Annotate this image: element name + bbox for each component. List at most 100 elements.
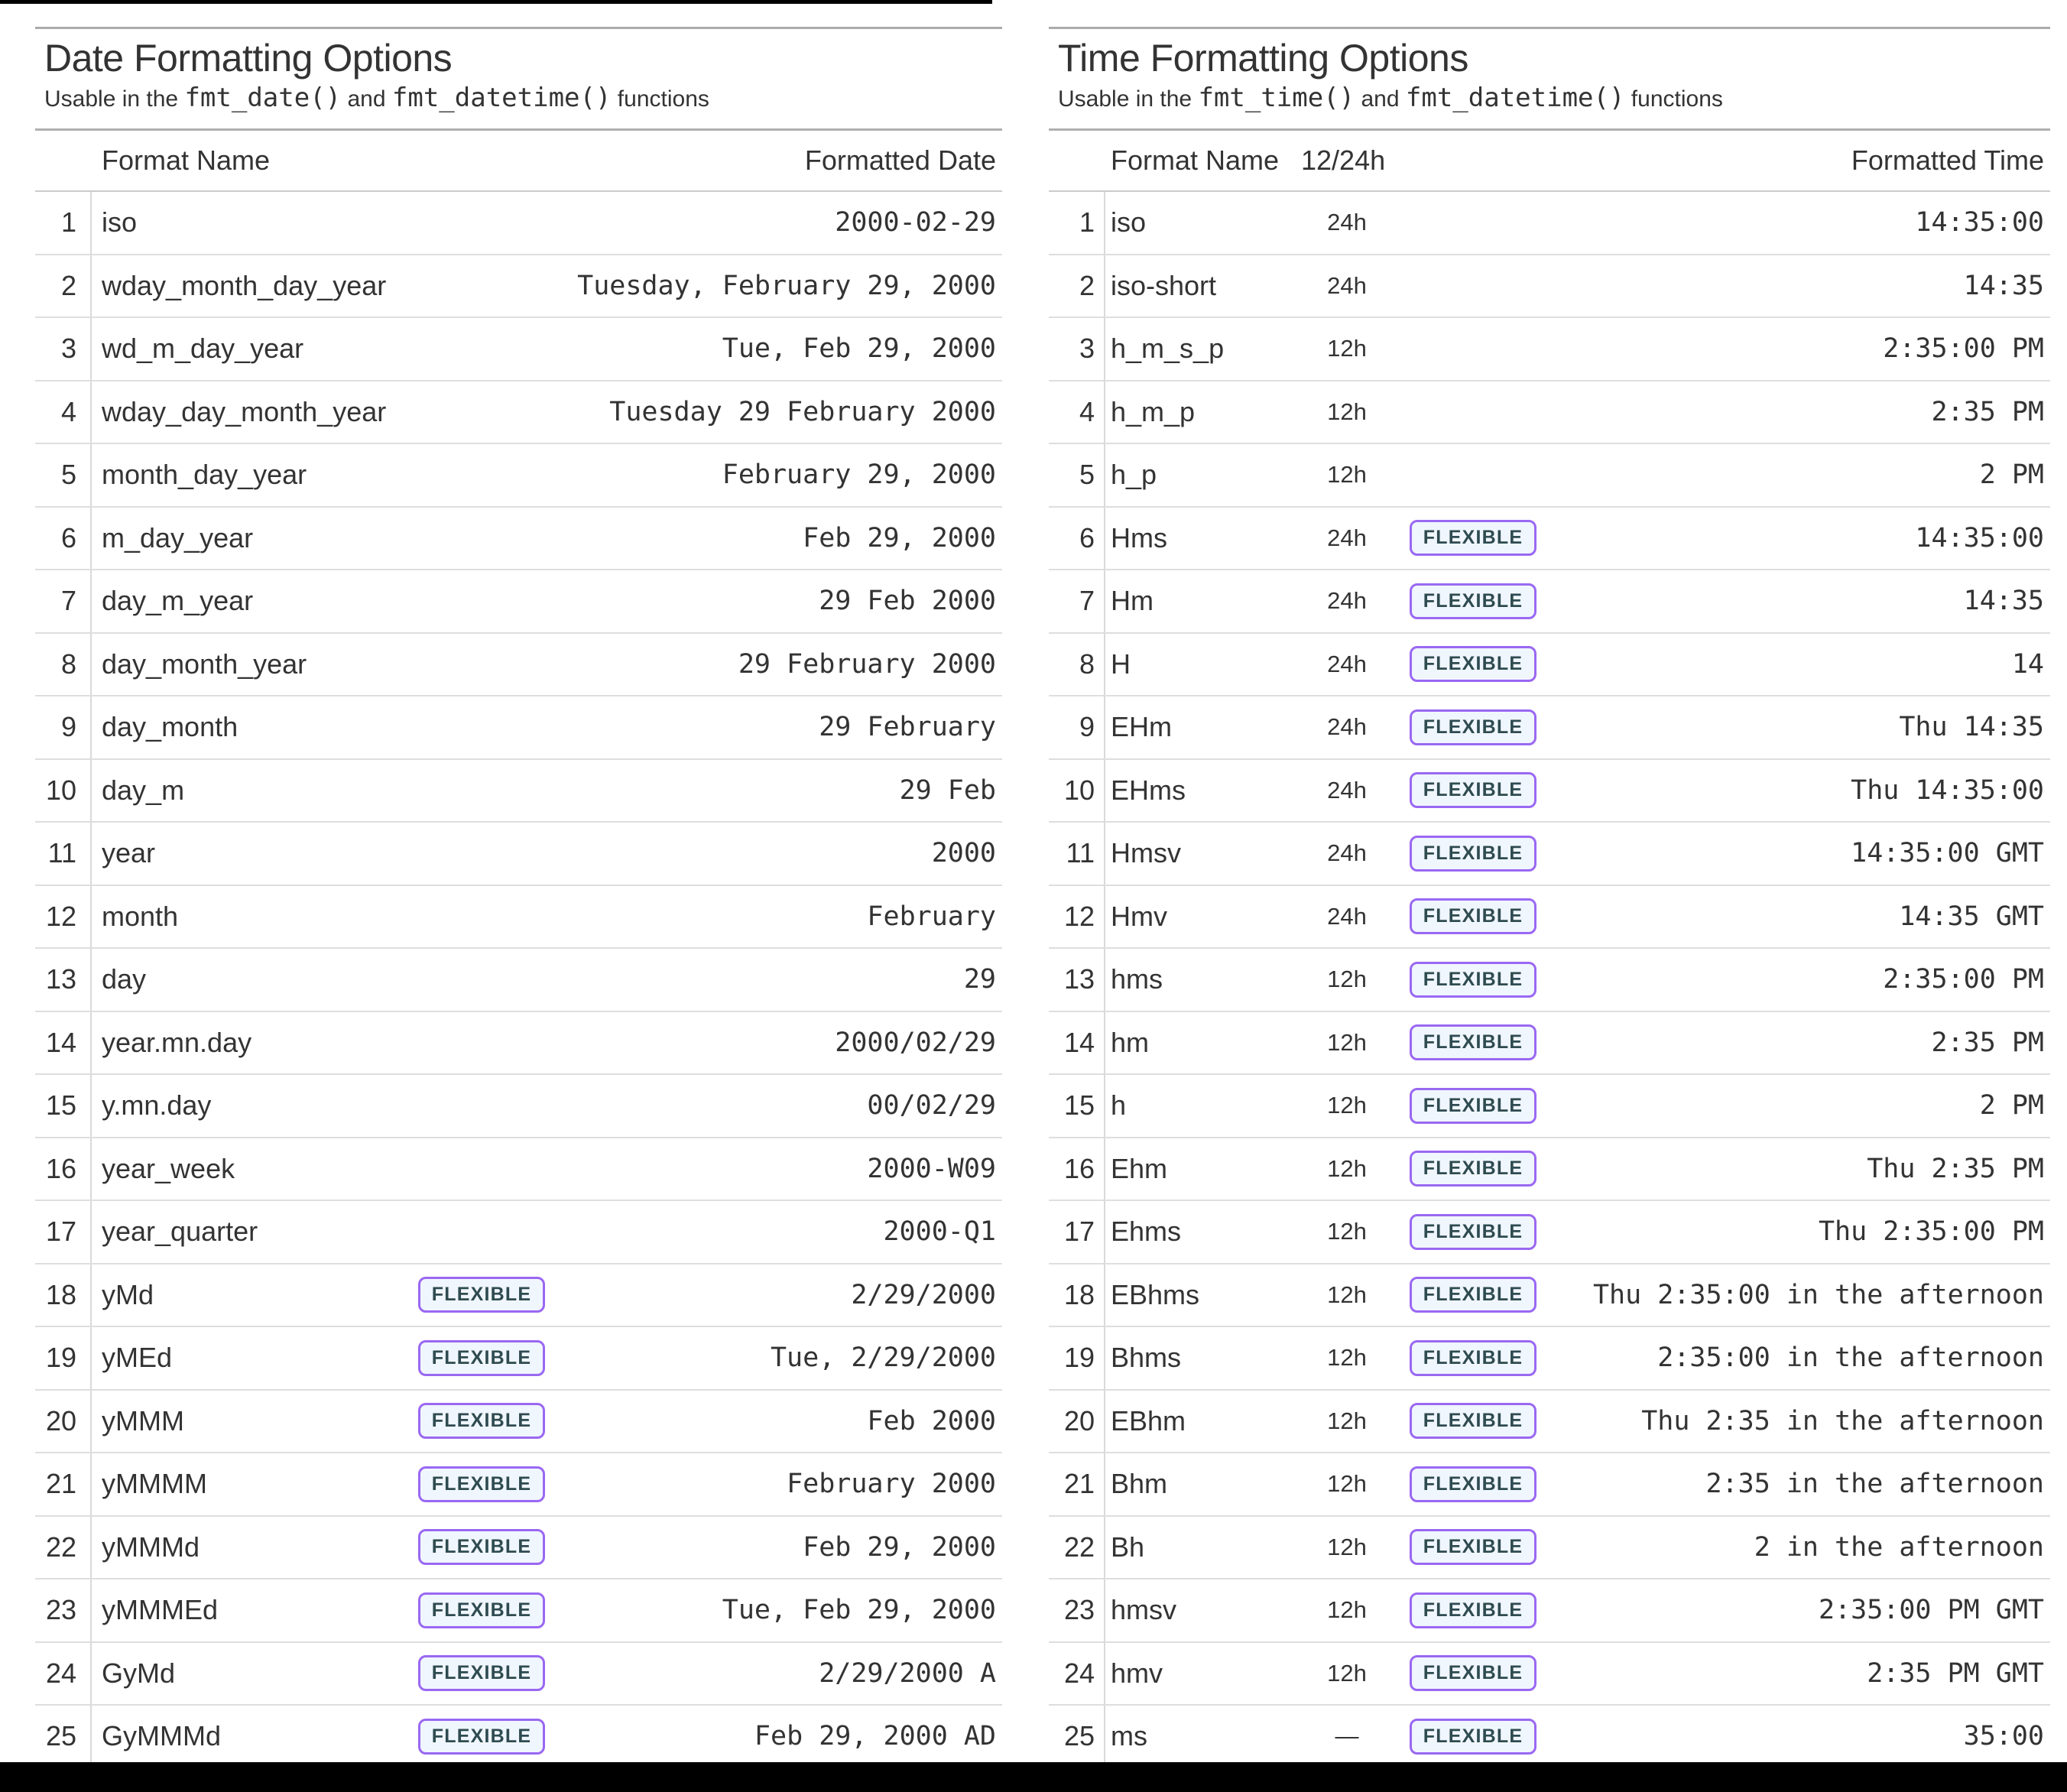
flexible-badge: FLEXIBLE <box>1409 835 1537 872</box>
format-name: year.mn.day <box>102 1026 252 1058</box>
row-number: 4 <box>35 381 92 443</box>
row-number: 2 <box>1049 255 1105 317</box>
table-row: 18 EBhms 12h FLEXIBLE Thu 2:35:00 in the aft… <box>1049 1264 2050 1327</box>
formatted-time: Thu 14:35 <box>1899 712 2044 743</box>
format-name: EBhms <box>1111 1278 1200 1310</box>
format-name: Ehm <box>1111 1152 1168 1184</box>
formatted-date: Feb 29, 2000 AD <box>754 1721 996 1752</box>
subtitle-text: Usable in the <box>1058 86 1199 112</box>
formatted-date: February <box>867 901 996 932</box>
date-table-body: 1 iso 2000-02-29 2 wday_month_day_year Tuesda… <box>35 192 1002 1769</box>
formatted-date: 2000/02/29 <box>835 1027 996 1058</box>
row-number: 15 <box>1049 1075 1105 1137</box>
row-number-header-spacer <box>35 131 92 190</box>
table-row: 19 yMEd FLEXIBLE Tue, 2/29/2000 <box>35 1327 1002 1391</box>
format-name: hmv <box>1111 1657 1163 1689</box>
format-name: day_month_year <box>102 648 307 680</box>
flexible-badge: FLEXIBLE <box>1409 1466 1537 1502</box>
badge-cell: FLEXIBLE <box>1393 898 1553 935</box>
column-header-hours-cycle: 12/24h <box>1301 144 1386 176</box>
formatted-time: 35:00 <box>1963 1721 2044 1752</box>
flexible-badge: FLEXIBLE <box>1409 646 1537 683</box>
flexible-badge: FLEXIBLE <box>417 1655 546 1692</box>
row-number: 19 <box>1049 1327 1105 1389</box>
format-name: iso-short <box>1111 269 1217 301</box>
hours-cycle: 12h <box>1327 335 1367 362</box>
table-row: 3 wd_m_day_year Tue, Feb 29, 2000 <box>35 318 1002 381</box>
badge-cell: FLEXIBLE <box>398 1403 566 1440</box>
subtitle-text: functions <box>611 86 709 112</box>
format-name: hm <box>1111 1026 1150 1058</box>
format-name: H <box>1111 648 1131 680</box>
hours-cycle: 12h <box>1327 1470 1367 1498</box>
badge-cell: FLEXIBLE <box>398 1339 566 1376</box>
hours-cycle: 24h <box>1327 650 1367 677</box>
row-number: 14 <box>35 1011 92 1073</box>
time-table-title: Time Formatting Options <box>1058 37 1468 80</box>
table-row: 25 GyMMMd FLEXIBLE Feb 29, 2000 AD <box>35 1706 1002 1769</box>
format-name: month_day_year <box>102 459 307 491</box>
hours-cycle: — <box>1335 1722 1359 1750</box>
flexible-badge: FLEXIBLE <box>1409 709 1537 745</box>
flexible-badge: FLEXIBLE <box>1409 520 1537 557</box>
formatted-time: Thu 2:35 PM <box>1867 1153 2044 1184</box>
format-name: EBhm <box>1111 1404 1186 1437</box>
format-name: year <box>102 837 156 869</box>
row-number: 7 <box>1049 570 1105 632</box>
formatted-date: Tue, 2/29/2000 <box>770 1342 996 1374</box>
letterbox-top-bar <box>0 0 992 4</box>
format-name: Hmv <box>1111 900 1167 932</box>
format-name: Ehms <box>1111 1216 1182 1248</box>
formatted-date: 2000-02-29 <box>835 207 996 239</box>
table-row: 25 ms — FLEXIBLE 35:00 <box>1049 1706 2050 1769</box>
row-number: 2 <box>35 255 92 317</box>
badge-cell: FLEXIBLE <box>1393 1024 1553 1061</box>
row-number: 11 <box>35 823 92 885</box>
table-row: 6 Hms 24h FLEXIBLE 14:35:00 <box>1049 507 2050 570</box>
hours-cycle: 24h <box>1327 524 1367 551</box>
formatted-date: Tue, Feb 29, 2000 <box>722 333 996 365</box>
row-number: 16 <box>1049 1138 1105 1200</box>
format-name: wd_m_day_year <box>102 333 304 365</box>
badge-cell: FLEXIBLE <box>398 1466 566 1502</box>
row-number: 17 <box>1049 1201 1105 1263</box>
formatted-time: 2:35 PM <box>1931 1027 2044 1058</box>
formatted-date: 2/29/2000 A <box>819 1657 996 1689</box>
badge-cell: FLEXIBLE <box>1393 1403 1553 1440</box>
subtitle-text: Usable in the <box>44 86 185 112</box>
table-row: 10 EHms 24h FLEXIBLE Thu 14:35:00 <box>1049 759 2050 823</box>
row-number: 11 <box>1049 823 1105 885</box>
formatted-time: 14 <box>2011 648 2044 680</box>
flexible-badge: FLEXIBLE <box>417 1466 546 1502</box>
row-number: 22 <box>35 1516 92 1578</box>
format-name: wday_day_month_year <box>102 395 387 427</box>
hours-cycle: 12h <box>1327 1533 1367 1560</box>
formatted-time: 14:35:00 GMT <box>1851 838 2044 869</box>
badge-cell: FLEXIBLE <box>1393 1087 1553 1124</box>
formatted-date: Tue, Feb 29, 2000 <box>722 1595 996 1626</box>
table-row: 20 EBhm 12h FLEXIBLE Thu 2:35 in the afterno… <box>1049 1390 2050 1453</box>
table-row: 24 hmv 12h FLEXIBLE 2:35 PM GMT <box>1049 1642 2050 1706</box>
formatted-date: 29 Feb <box>899 774 996 806</box>
format-name: hmsv <box>1111 1594 1177 1626</box>
hours-cycle: 12h <box>1327 1596 1367 1624</box>
format-name: wday_month_day_year <box>102 269 387 301</box>
hours-cycle: 24h <box>1327 776 1367 803</box>
row-number: 20 <box>35 1390 92 1452</box>
flexible-badge: FLEXIBLE <box>1409 1655 1537 1692</box>
row-number: 7 <box>35 570 92 632</box>
date-table-title: Date Formatting Options <box>44 37 453 80</box>
table-row: 22 yMMMd FLEXIBLE Feb 29, 2000 <box>35 1516 1002 1579</box>
format-name: Hmsv <box>1111 837 1181 869</box>
table-row: 1 iso 2000-02-29 <box>35 192 1002 255</box>
format-name: day_m_year <box>102 585 254 617</box>
format-name: Bhm <box>1111 1468 1168 1500</box>
row-number: 22 <box>1049 1516 1105 1578</box>
table-row: 9 day_month 29 February <box>35 696 1002 760</box>
hours-cycle: 24h <box>1327 587 1367 615</box>
row-number: 17 <box>35 1201 92 1263</box>
badge-cell: FLEXIBLE <box>398 1655 566 1692</box>
row-number: 9 <box>35 696 92 758</box>
hours-cycle: 12h <box>1327 1218 1367 1245</box>
